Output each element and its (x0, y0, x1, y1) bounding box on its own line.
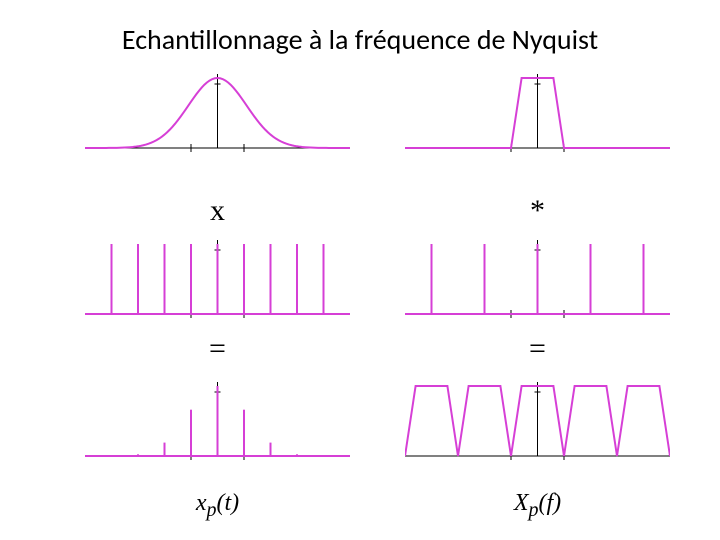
plot-time-sampled (85, 378, 350, 466)
operator-multiply: x (85, 194, 350, 228)
plot-freq-signal (405, 70, 670, 158)
plot-time-signal (85, 70, 350, 158)
plot-freq-replicated (405, 378, 670, 466)
label-xp-t: xp(t) (85, 490, 350, 522)
page-title: Echantillonnage à la fréquence de Nyquis… (0, 22, 720, 57)
label-xp-f: Xp(f) (405, 490, 670, 522)
plot-time-comb (85, 236, 350, 324)
operator-equals-left: = (85, 332, 350, 366)
operator-convolve: * (405, 194, 670, 228)
plot-freq-comb (405, 236, 670, 324)
operator-equals-right: = (405, 332, 670, 366)
